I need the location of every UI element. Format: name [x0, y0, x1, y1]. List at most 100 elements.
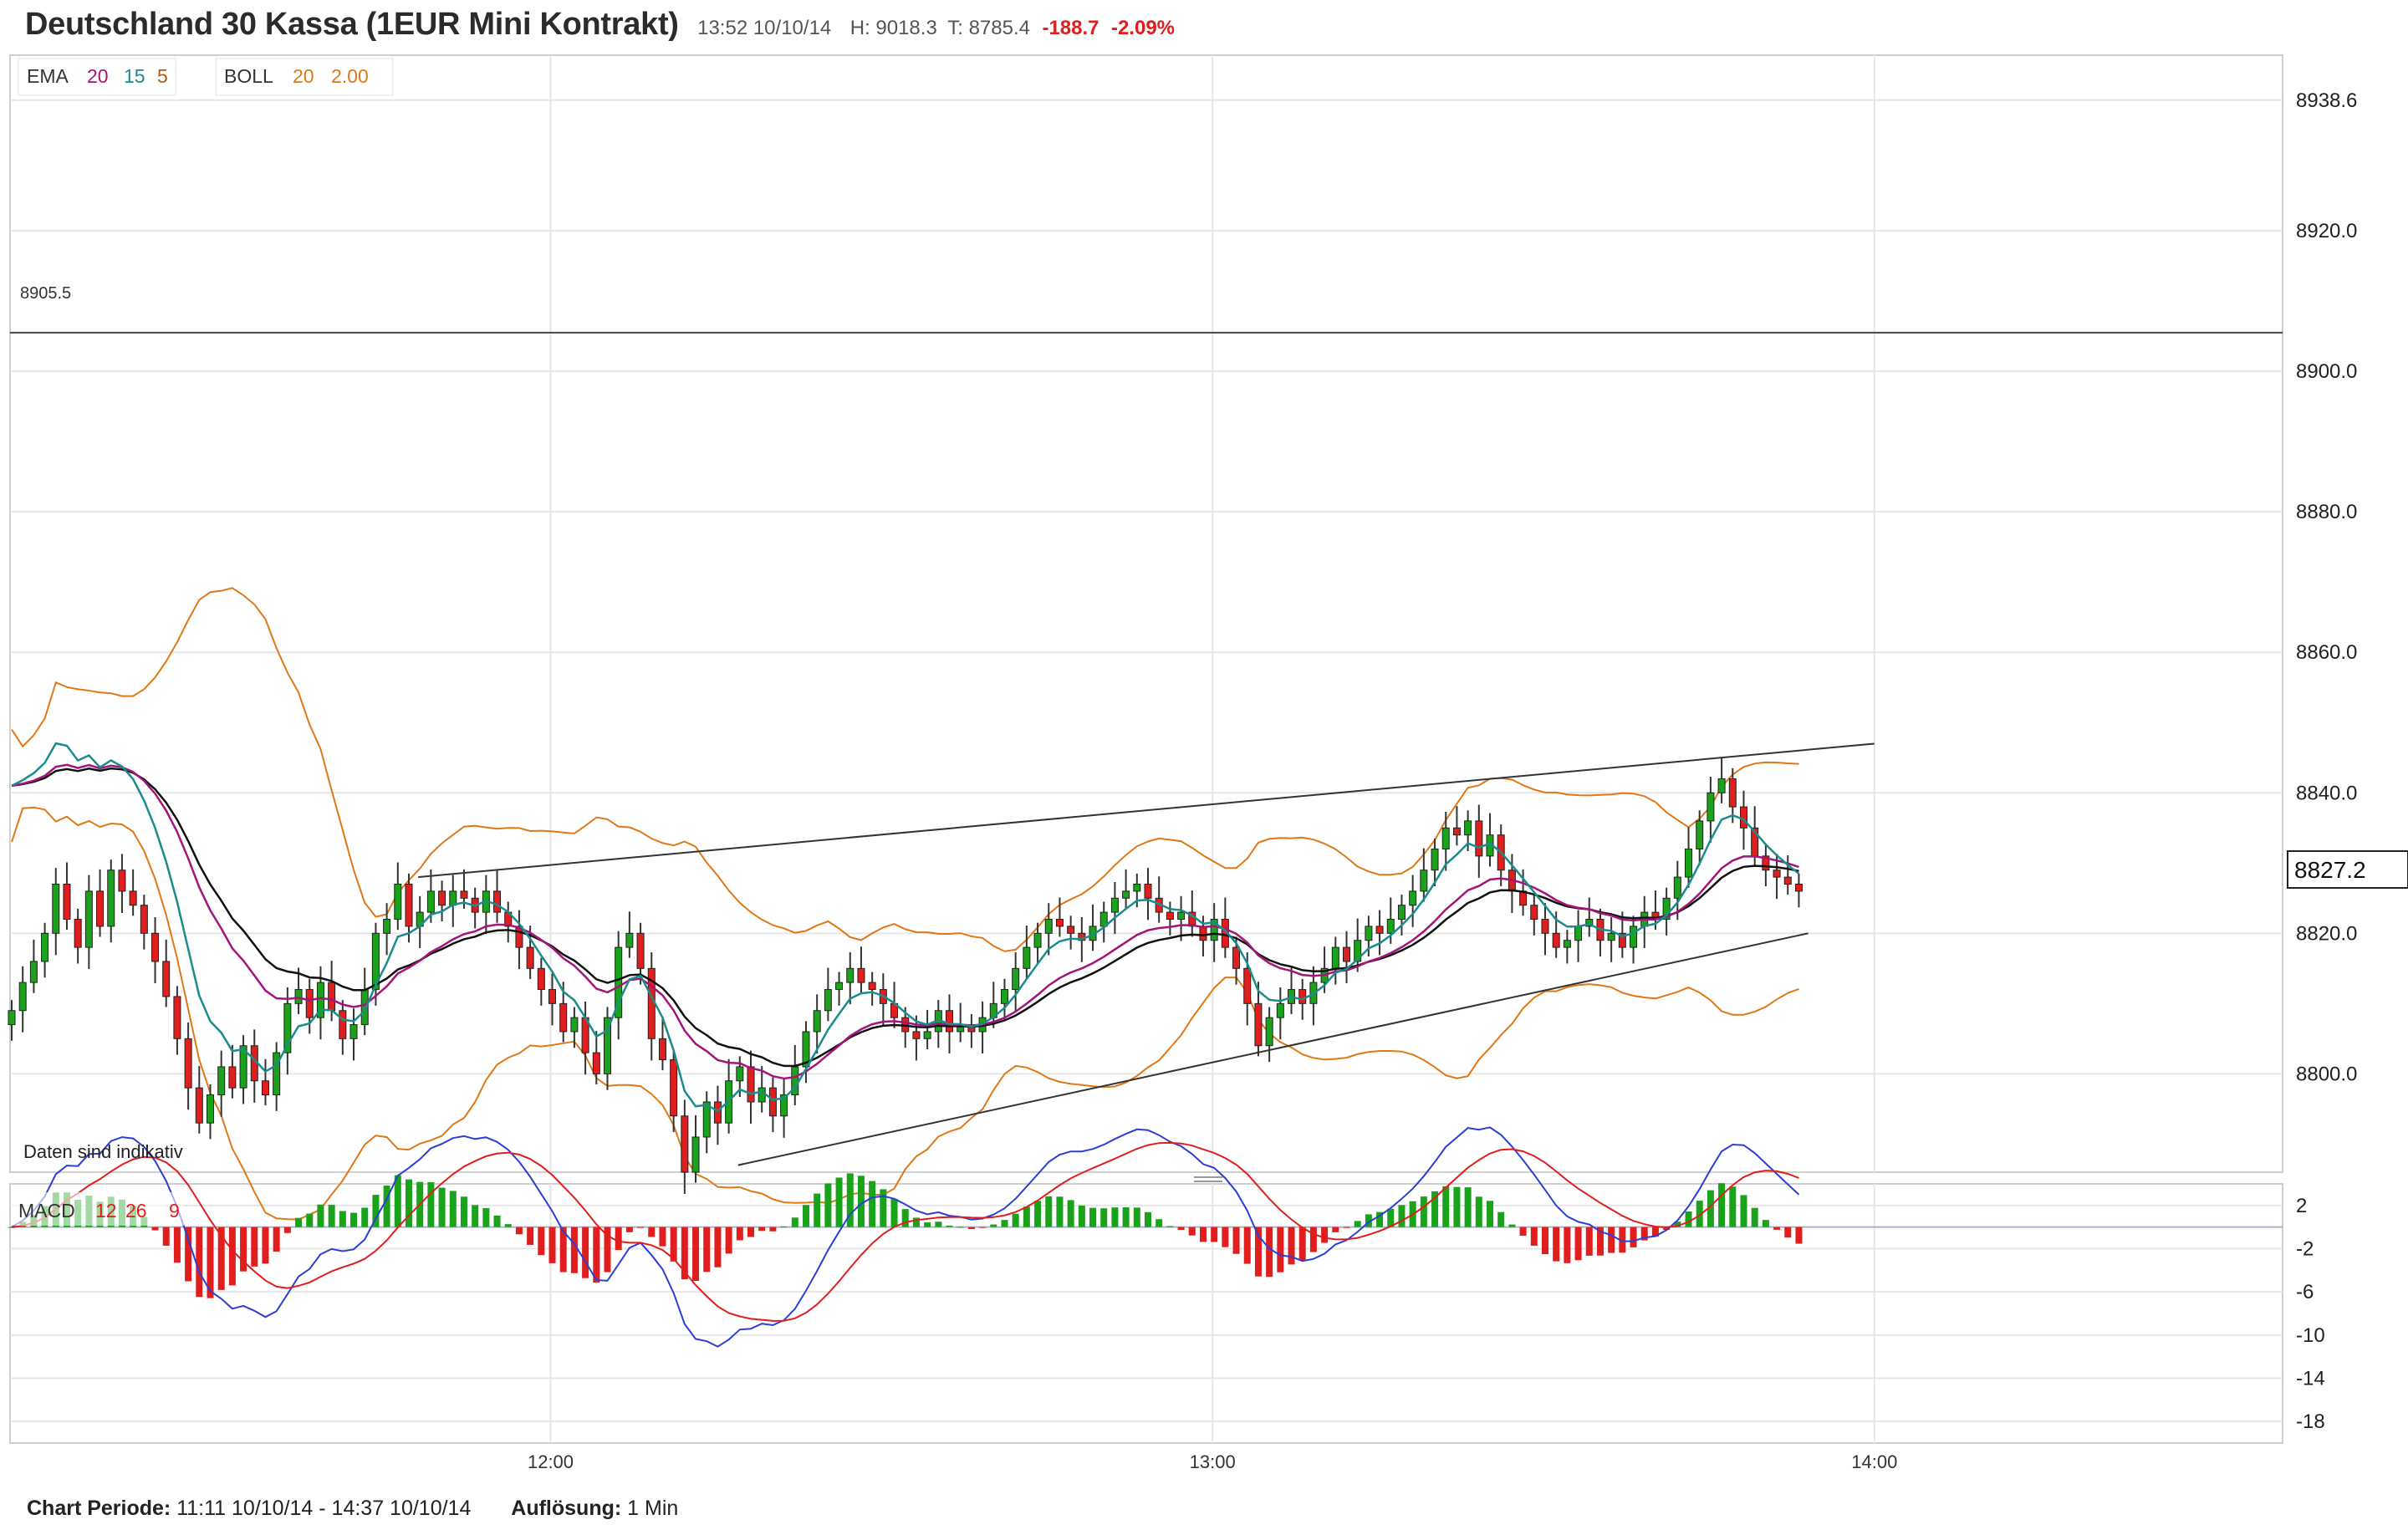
candle-up[interactable] [570, 1017, 579, 1033]
candle-down[interactable] [151, 932, 160, 962]
candle-up[interactable] [41, 932, 49, 962]
candle-down[interactable] [636, 932, 645, 969]
candle-down[interactable] [515, 926, 523, 948]
candle-up[interactable] [426, 890, 435, 913]
candle-down[interactable] [1739, 806, 1747, 829]
candle-down[interactable] [1618, 932, 1626, 948]
candle-down[interactable] [946, 1010, 954, 1033]
candle-down[interactable] [868, 982, 876, 991]
candle-down[interactable] [747, 1066, 755, 1103]
candle-up[interactable] [1354, 940, 1362, 962]
candle-up[interactable] [1331, 946, 1339, 969]
candle-up[interactable] [702, 1101, 711, 1138]
candle-up[interactable] [449, 890, 457, 906]
candle-up[interactable] [84, 890, 93, 948]
candle-down[interactable] [1794, 883, 1803, 892]
candle-down[interactable] [339, 1010, 347, 1039]
candle-up[interactable] [1464, 820, 1472, 836]
candle-up[interactable] [107, 870, 115, 927]
candle-up[interactable] [824, 989, 832, 1012]
candle-down[interactable] [1166, 911, 1174, 921]
candle-up[interactable] [1365, 926, 1373, 941]
candle-up[interactable] [1630, 926, 1638, 948]
candle-down[interactable] [129, 890, 137, 906]
candle-down[interactable] [1067, 926, 1075, 934]
candle-up[interactable] [736, 1066, 744, 1082]
candle-up[interactable] [1177, 911, 1186, 921]
candle-down[interactable] [592, 1052, 600, 1074]
candle-up[interactable] [1386, 919, 1395, 934]
candle-up[interactable] [52, 883, 60, 934]
candle-up[interactable] [394, 883, 402, 921]
candle-down[interactable] [1144, 883, 1152, 899]
candle-up[interactable] [780, 1094, 788, 1117]
candle-down[interactable] [768, 1087, 777, 1117]
candle-down[interactable] [1475, 820, 1483, 857]
candle-down[interactable] [184, 1038, 192, 1089]
candle-down[interactable] [537, 967, 545, 991]
candle-down[interactable] [261, 1080, 269, 1096]
candle-down[interactable] [438, 890, 446, 906]
candle-up[interactable] [1276, 1002, 1284, 1018]
candle-up[interactable] [1441, 827, 1450, 849]
candle-down[interactable] [1541, 919, 1549, 934]
candle-up[interactable] [1717, 778, 1726, 793]
candle-up[interactable] [1696, 820, 1704, 849]
candle-up[interactable] [923, 1031, 931, 1039]
candle-up[interactable] [846, 967, 855, 983]
candle-down[interactable] [1773, 870, 1781, 878]
candle-down[interactable] [1055, 919, 1064, 927]
indicator-legend[interactable]: EMA 20 15 5 BOLL 20 2.00 [18, 58, 394, 96]
candle-down[interactable] [493, 890, 502, 913]
candle-up[interactable] [206, 1094, 214, 1124]
candle-up[interactable] [29, 961, 38, 983]
candle-down[interactable] [1342, 946, 1350, 962]
candle-up[interactable] [283, 1002, 292, 1053]
candle-up[interactable] [1685, 848, 1693, 878]
candle-up[interactable] [8, 1010, 16, 1026]
candle-down[interactable] [1783, 876, 1792, 885]
candle-down[interactable] [1728, 778, 1737, 808]
candle-up[interactable] [217, 1066, 226, 1096]
price-panel[interactable] [9, 54, 2283, 1173]
macd-panel[interactable] [9, 1183, 2283, 1444]
candle-down[interactable] [173, 996, 181, 1039]
candle-down[interactable] [526, 946, 534, 969]
candle-down[interactable] [548, 989, 557, 1004]
candle-up[interactable] [1012, 967, 1020, 991]
candle-down[interactable] [1375, 926, 1384, 934]
candle-down[interactable] [857, 967, 865, 983]
candle-down[interactable] [1232, 946, 1241, 969]
candle-up[interactable] [1420, 870, 1428, 892]
candle-up[interactable] [383, 919, 391, 934]
candle-up[interactable] [1585, 919, 1594, 927]
candle-down[interactable] [460, 890, 468, 899]
candle-down[interactable] [305, 989, 314, 1018]
candle-up[interactable] [802, 1031, 810, 1068]
candle-down[interactable] [681, 1115, 689, 1173]
candle-down[interactable] [1530, 905, 1538, 921]
candle-down[interactable] [96, 890, 105, 927]
candle-up[interactable] [1574, 926, 1583, 941]
candle-up[interactable] [1122, 890, 1130, 899]
trendline-2[interactable] [737, 932, 1809, 1166]
candle-up[interactable] [603, 1017, 611, 1074]
candle-up[interactable] [1607, 932, 1615, 941]
candle-up[interactable] [691, 1136, 700, 1173]
candle-down[interactable] [63, 883, 71, 921]
candle-down[interactable] [1199, 926, 1207, 941]
candle-up[interactable] [625, 932, 634, 948]
candle-down[interactable] [912, 1031, 921, 1039]
candle-up[interactable] [1563, 940, 1571, 948]
candle-down[interactable] [1254, 1002, 1263, 1047]
candle-down[interactable] [658, 1038, 666, 1061]
candle-up[interactable] [1431, 848, 1439, 871]
candle-down[interactable] [1552, 932, 1560, 948]
candle-up[interactable] [1044, 919, 1053, 934]
candle-up[interactable] [18, 982, 27, 1012]
candle-up[interactable] [1000, 989, 1008, 1004]
macd-legend[interactable]: MACD 12 26 9 [12, 1192, 184, 1226]
candle-up[interactable] [1265, 1017, 1273, 1047]
candle-down[interactable] [228, 1066, 237, 1089]
